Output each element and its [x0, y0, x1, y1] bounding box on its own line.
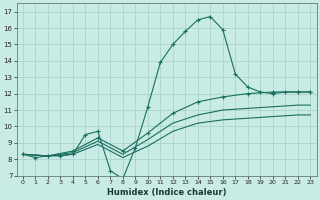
X-axis label: Humidex (Indice chaleur): Humidex (Indice chaleur) — [107, 188, 226, 197]
